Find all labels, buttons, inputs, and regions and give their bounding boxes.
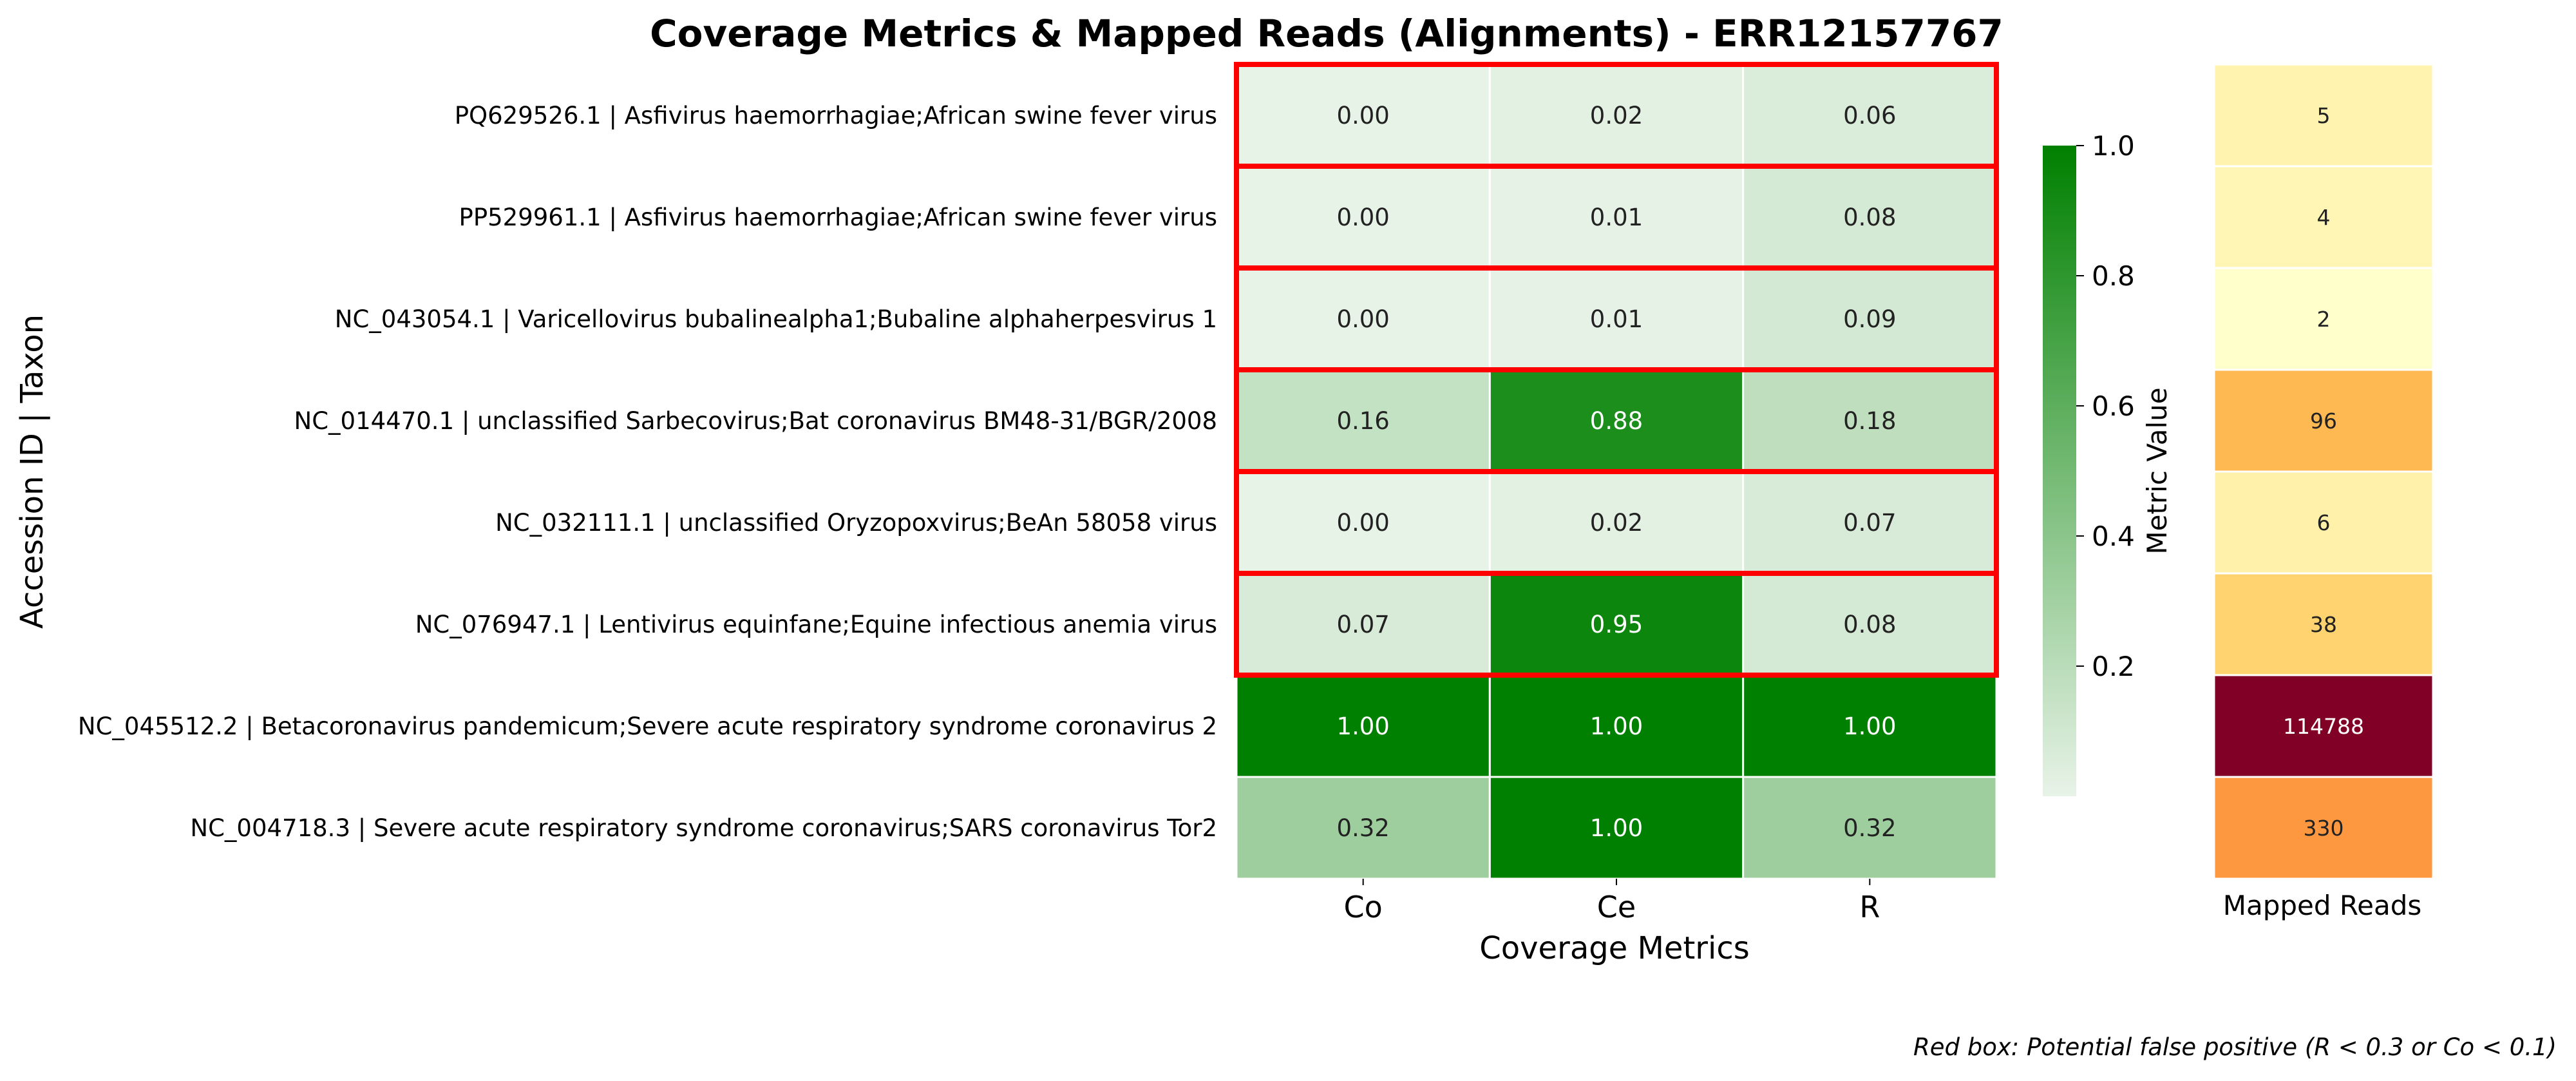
cell-value: 0.02 <box>1590 102 1643 129</box>
mapped-reads-value: 5 <box>2317 103 2331 128</box>
row-labels: PQ629526.1 | Asfivirus haemorrhagiae;Afr… <box>78 102 1217 842</box>
column-label: Co <box>1344 890 1383 924</box>
mapped-reads-value: 330 <box>2304 816 2344 841</box>
row-label: NC_043054.1 | Varicellovirus bubalinealp… <box>335 305 1217 333</box>
x-axis-label: Coverage Metrics <box>1479 930 1749 966</box>
column-label: R <box>1859 890 1880 924</box>
cell-value: 0.00 <box>1336 102 1389 129</box>
colorbar: 0.2 0.4 0.6 0.8 1.0 Metric Value <box>2043 130 2173 796</box>
mapped-reads-cell <box>2213 165 2434 269</box>
row-label: NC_045512.2 | Betacoronavirus pandemicum… <box>78 713 1217 740</box>
colorbar-tick-label: 0.8 <box>2092 260 2135 292</box>
cell-value: 0.88 <box>1590 407 1643 435</box>
heatmap-cell <box>1488 572 1745 676</box>
colorbar-tick-label: 1.0 <box>2092 130 2135 162</box>
heatmap-cell <box>1488 776 1745 880</box>
heatmap-cell <box>1742 674 1998 778</box>
mapped-reads-value: 38 <box>2310 612 2337 637</box>
y-axis-label: Accession ID | Taxon <box>14 314 50 629</box>
column-labels: Co Ce R <box>1344 879 1880 924</box>
cell-value: 0.16 <box>1336 407 1389 435</box>
cell-value: 0.00 <box>1336 204 1389 231</box>
cell-value: 0.07 <box>1336 611 1389 638</box>
heatmap-cell <box>1235 63 1491 167</box>
cell-value: 0.00 <box>1336 509 1389 537</box>
cell-value: 1.00 <box>1843 713 1896 740</box>
heatmap-cell <box>1235 267 1491 371</box>
chart-title: Coverage Metrics & Mapped Reads (Alignme… <box>650 12 2003 55</box>
metric-heatmap: 0.00 0.02 0.06 0.00 0.01 0.08 0.00 0.01 0.09 0.16… <box>1235 63 1998 880</box>
mapped-reads-value: 4 <box>2317 205 2331 230</box>
cell-value: 0.06 <box>1843 102 1896 129</box>
cell-value: 0.02 <box>1590 509 1643 537</box>
heatmap-cell <box>1488 470 1745 575</box>
cell-value: 0.00 <box>1336 305 1389 333</box>
cell-value: 0.01 <box>1590 305 1643 333</box>
mapped-reads-cell <box>2213 776 2434 880</box>
row-label: NC_032111.1 | unclassified Oryzopoxvirus… <box>495 509 1217 537</box>
column-label: Ce <box>1597 890 1636 924</box>
heatmap-cell <box>1742 470 1998 575</box>
colorbar-label: Metric Value <box>2141 387 2173 554</box>
cell-value: 0.08 <box>1843 204 1896 231</box>
cell-value: 0.32 <box>1336 814 1389 842</box>
cell-value: 0.09 <box>1843 305 1896 333</box>
cell-value: 1.00 <box>1590 713 1643 740</box>
cell-value: 0.07 <box>1843 509 1896 537</box>
heatmap-cell <box>1488 267 1745 371</box>
mapped-reads-value: 96 <box>2310 408 2337 434</box>
colorbar-tick-label: 0.6 <box>2092 390 2135 422</box>
mapped-reads-heatmap: 5 4 2 96 6 38 114788 330 <box>2213 63 2434 880</box>
mapped-reads-value: 114788 <box>2283 714 2364 739</box>
mapped-reads-cell <box>2213 368 2434 473</box>
cell-value: 0.18 <box>1843 407 1896 435</box>
cell-value: 0.95 <box>1590 611 1643 638</box>
mapped-reads-label: Mapped Reads <box>2223 890 2422 921</box>
mapped-reads-cell <box>2213 674 2434 778</box>
cell-value: 0.01 <box>1590 204 1643 231</box>
heatmap-cell <box>1742 267 1998 371</box>
cell-value: 0.32 <box>1843 814 1896 842</box>
colorbar-tick-label: 0.2 <box>2092 651 2135 682</box>
mapped-reads-cell <box>2213 63 2434 167</box>
colorbar-ticks: 0.2 0.4 0.6 0.8 1.0 <box>2076 130 2135 682</box>
mapped-reads-value: 6 <box>2317 510 2331 535</box>
false-positive-box <box>1234 571 1999 678</box>
false-positive-boxes <box>1234 62 1999 678</box>
colorbar-gradient <box>2043 146 2076 796</box>
colorbar-tick-label: 0.4 <box>2092 521 2135 552</box>
heatmap-cell <box>1235 674 1491 778</box>
mapped-reads-value: 2 <box>2317 307 2331 332</box>
row-label: PP529961.1 | Asfivirus haemorrhagiae;Afr… <box>459 204 1217 231</box>
heatmap-cell <box>1742 572 1998 676</box>
row-label: NC_014470.1 | unclassified Sarbecovirus;… <box>294 407 1217 435</box>
row-label: NC_004718.3 | Severe acute respiratory s… <box>190 814 1217 842</box>
cell-value: 1.00 <box>1336 713 1389 740</box>
footnote: Red box: Potential false positive (R < 0… <box>1913 1033 2557 1061</box>
row-label: NC_076947.1 | Lentivirus equinfane;Equin… <box>415 611 1217 638</box>
heatmap-cell <box>1742 776 1998 880</box>
cell-value: 1.00 <box>1590 814 1643 842</box>
mapped-reads-cell <box>2213 572 2434 676</box>
row-label: PQ629526.1 | Asfivirus haemorrhagiae;Afr… <box>455 102 1217 129</box>
cell-value: 0.08 <box>1843 611 1896 638</box>
